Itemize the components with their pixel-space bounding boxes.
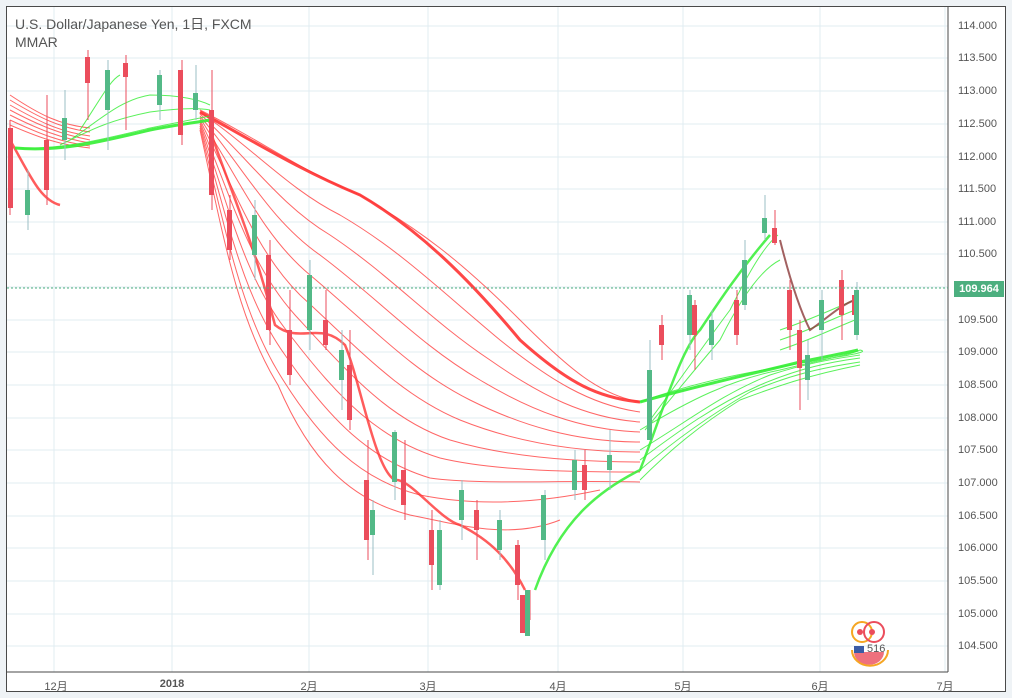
- price-tick: 112.000: [958, 151, 997, 163]
- candles: [8, 50, 859, 636]
- time-tick: 6月: [811, 681, 829, 693]
- time-tick: 5月: [674, 681, 692, 693]
- price-tick: 106.500: [958, 510, 998, 522]
- price-tick: 107.500: [958, 444, 998, 456]
- price-tick: 107.000: [958, 477, 998, 489]
- watermark-number: 516: [867, 643, 886, 655]
- indicator-label[interactable]: MMAR: [15, 34, 58, 50]
- ma-fast-green: [533, 234, 771, 591]
- time-tick: 12月: [44, 681, 68, 693]
- ma-fast-red-1: [8, 139, 61, 207]
- price-tick: 114.000: [958, 20, 997, 32]
- ma-slow-green-2: [639, 348, 859, 404]
- price-tick: 112.500: [958, 118, 997, 130]
- price-tick: 109.000: [958, 346, 998, 358]
- price-tick: 104.500: [958, 640, 998, 652]
- time-tick: 4月: [549, 681, 567, 693]
- ma-slow-red: [199, 110, 641, 404]
- time-tick: 3月: [419, 681, 437, 693]
- chart-frame: [6, 6, 1006, 692]
- price-tick: 108.500: [958, 379, 998, 391]
- current-price-badge: 109.964: [954, 281, 1004, 297]
- price-tick: 106.000: [958, 542, 998, 554]
- price-tick: 105.500: [958, 575, 998, 587]
- price-tick: 113.000: [958, 85, 997, 97]
- chart-title: U.S. Dollar/Japanese Yen, 1日, FXCM: [15, 16, 252, 32]
- price-tick: 111.000: [958, 216, 997, 228]
- watermark-logo-icon: [851, 621, 889, 667]
- time-tick: 2月: [300, 681, 318, 693]
- price-tick: 108.000: [958, 412, 998, 424]
- ma-ribbon-green: [14, 74, 863, 481]
- price-tick: 109.500: [958, 314, 998, 326]
- price-tick: 105.000: [958, 608, 998, 620]
- price-tick: 111.500: [958, 183, 997, 195]
- ma-ribbon-red: [9, 94, 641, 531]
- price-tick: 110.500: [958, 248, 997, 260]
- time-tick: 2018: [159, 678, 185, 690]
- price-tick: 113.500: [958, 52, 997, 64]
- grid: [7, 7, 948, 672]
- time-tick: 7月: [936, 681, 954, 693]
